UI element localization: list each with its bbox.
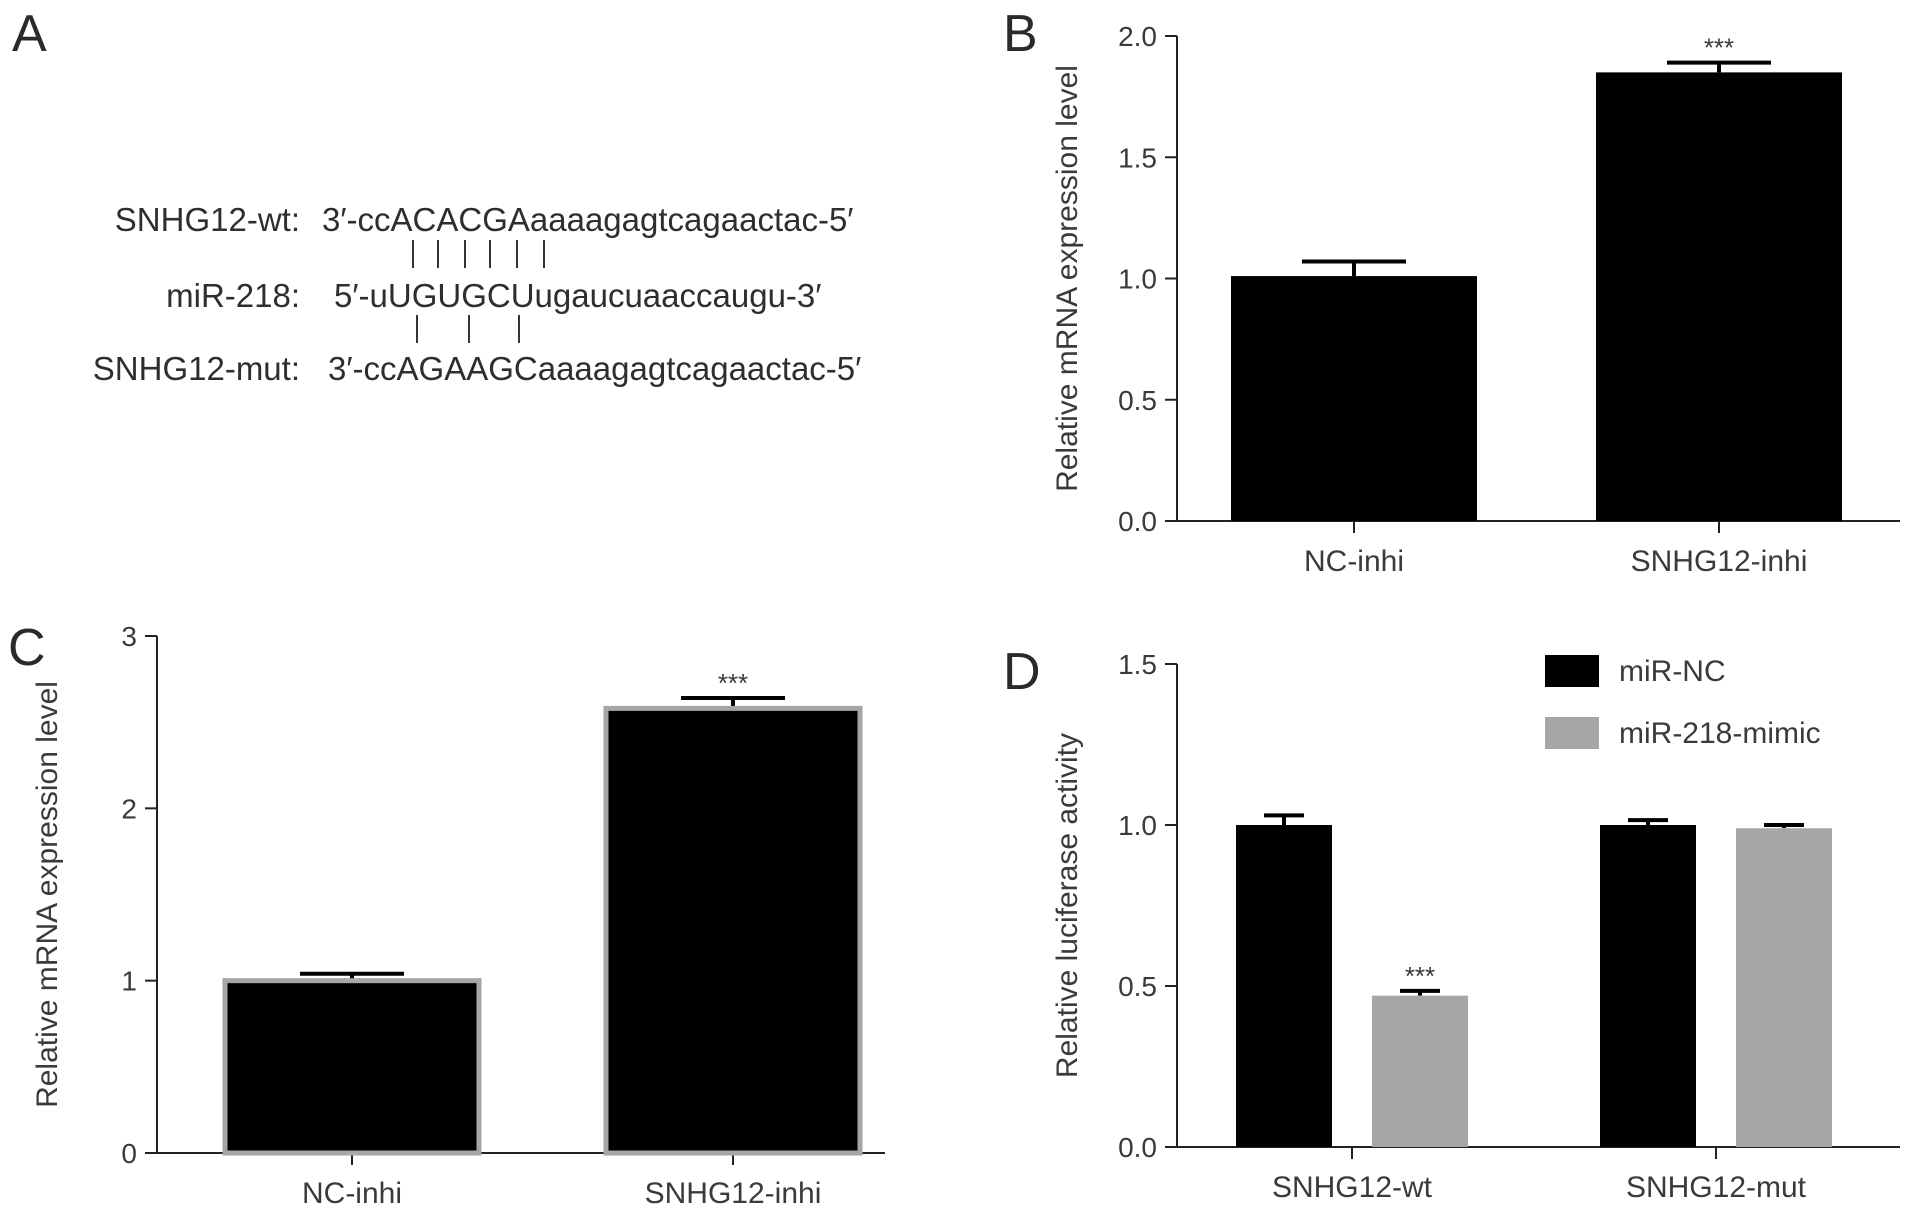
- y-tick-label: 1.5: [1118, 649, 1157, 680]
- pair-bond: [416, 315, 418, 343]
- panel-letter-a: A: [12, 5, 47, 63]
- y-tick-label: 0.5: [1118, 385, 1157, 416]
- y-tick-label: 3: [121, 621, 137, 652]
- y-tick-label: 0: [121, 1138, 137, 1169]
- bar-d-mir-218-mimic-0: [1372, 995, 1468, 1147]
- pair-bond: [518, 315, 520, 343]
- x-tick-label: SNHG12-inhi: [645, 1177, 822, 1210]
- bar-b-0: [1231, 276, 1477, 521]
- bar-c-0: [222, 978, 482, 1156]
- seq-label-wt: SNHG12-wt:: [114, 201, 300, 238]
- chart-panel-c: 0 1 2 3 Relative mRNA expression level NC-inh…: [31, 621, 885, 1210]
- y-axis-label: Relative mRNA expression level: [31, 681, 64, 1108]
- pair-bond: [412, 240, 414, 268]
- y-tick-label: 1.0: [1118, 810, 1157, 841]
- chart-panel-b: 0.0 0.5 1.0 1.5 2.0 Relative mRNA expression …: [1051, 21, 1900, 578]
- pair-bond: [489, 240, 491, 268]
- y-tick-label: 1: [121, 966, 137, 997]
- significance-label: ***: [718, 668, 748, 698]
- seq-mut: 3′-ccAGAAGCaaaagagtcagaactac-5′: [328, 350, 862, 387]
- x-tick-label: NC-inhi: [302, 1177, 402, 1210]
- legend-label: miR-218-mimic: [1619, 717, 1821, 750]
- y-tick-label: 0.0: [1118, 1132, 1157, 1163]
- pair-bond: [464, 240, 466, 268]
- pair-bond: [468, 315, 470, 343]
- bar-d-mir-nc-1: [1600, 825, 1696, 1147]
- y-tick-label: 0.5: [1118, 971, 1157, 1002]
- bar-c-1: [603, 705, 863, 1156]
- seq-wt: 3′-ccACACGAaaaagagtcagaactac-5′: [322, 201, 854, 238]
- y-axis-label: Relative luciferase activity: [1051, 733, 1084, 1078]
- significance-label: ***: [1704, 33, 1734, 63]
- panel-letter-d: D: [1003, 643, 1041, 701]
- y-tick-label: 0.0: [1118, 506, 1157, 537]
- legend-swatch: [1545, 655, 1599, 687]
- pair-bond: [437, 240, 439, 268]
- y-tick-label: 1.0: [1118, 264, 1157, 295]
- x-tick-label: NC-inhi: [1304, 545, 1404, 578]
- bar-b-1: [1596, 72, 1842, 521]
- x-tick-label: SNHG12-inhi: [1631, 545, 1808, 578]
- legend-label: miR-NC: [1619, 655, 1726, 688]
- panel-letter-b: B: [1003, 5, 1038, 63]
- bar-d-mir-nc-0: [1236, 825, 1332, 1147]
- legend-swatch: [1545, 717, 1599, 749]
- seq-mir: 5′-uUGUGCUugaucuaaccaugu-3′: [334, 277, 822, 314]
- x-tick-label: SNHG12-wt: [1272, 1171, 1433, 1204]
- panel-letter-c: C: [8, 619, 46, 677]
- y-tick-label: 2.0: [1118, 21, 1157, 52]
- y-tick-label: 2: [121, 793, 137, 824]
- significance-label: ***: [1405, 961, 1435, 991]
- y-tick-label: 1.5: [1118, 142, 1157, 173]
- x-tick-label: SNHG12-mut: [1626, 1171, 1807, 1204]
- pair-bond: [516, 240, 518, 268]
- seq-label-mut: SNHG12-mut:: [92, 350, 300, 387]
- pair-bond: [543, 240, 545, 268]
- y-axis-label: Relative mRNA expression level: [1051, 65, 1084, 492]
- seq-label-mir: miR-218:: [166, 277, 300, 314]
- chart-panel-d: 0.0 0.5 1.0 1.5 Relative luciferase activity…: [1051, 649, 1900, 1204]
- bar-d-mir-218-mimic-1: [1736, 828, 1832, 1147]
